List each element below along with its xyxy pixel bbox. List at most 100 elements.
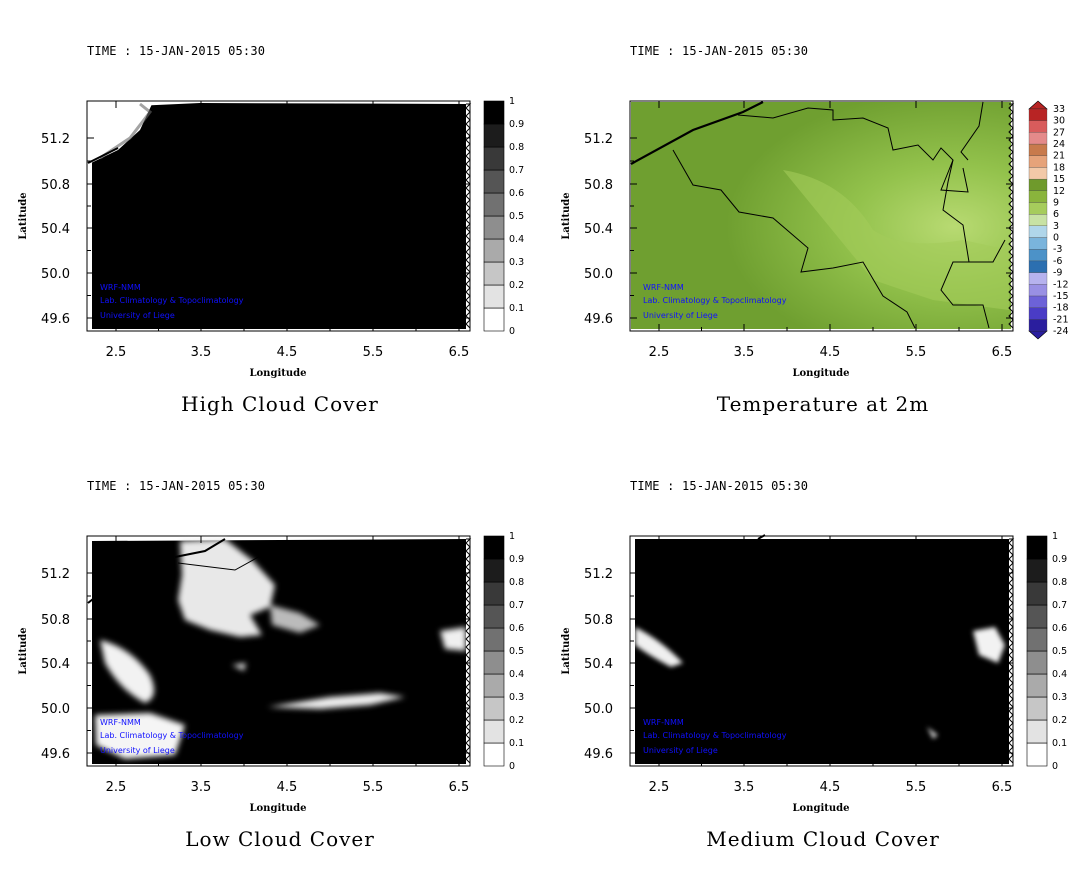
credit-line-2: Lab. Climatology & Topoclimatology bbox=[643, 296, 787, 305]
colorbar-swatch bbox=[1026, 558, 1048, 583]
colorbar-label: 0.4 bbox=[1052, 669, 1067, 680]
temperature-colorbar: -24-21-18-15-12-9-6-30369121518212427303… bbox=[1028, 100, 1069, 340]
country-border bbox=[960, 101, 984, 161]
colorbar-swatch bbox=[1026, 673, 1048, 698]
cloud-field bbox=[635, 539, 1009, 764]
clear-sky-patch bbox=[89, 104, 152, 164]
colorbar-label: 0.7 bbox=[509, 600, 524, 611]
colorbar-label: 0.1 bbox=[509, 738, 524, 749]
y-tick-label: 49.6 bbox=[584, 747, 613, 762]
colorbar-label: 18 bbox=[1053, 162, 1065, 173]
credit-line-2: Lab. Climatology & Topoclimatology bbox=[643, 731, 787, 740]
colorbar-swatch bbox=[1028, 178, 1048, 191]
time-label: TIME : 15-JAN-2015 05:30 bbox=[630, 479, 809, 493]
colorbar-swatch bbox=[483, 307, 505, 332]
colorbar-swatch bbox=[1026, 719, 1048, 744]
panel-title: Medium Cloud Cover bbox=[706, 827, 940, 851]
colorbar-swatch bbox=[1028, 225, 1048, 238]
colorbar-swatch bbox=[1026, 535, 1048, 560]
colorbar-label: 9 bbox=[1053, 197, 1059, 208]
colorbar-label: 0.5 bbox=[509, 211, 524, 222]
y-axis-label: Latitude bbox=[561, 192, 572, 239]
colorbar-label: -21 bbox=[1053, 314, 1069, 325]
panel-high-cloud-cover: TIME : 15-JAN-2015 05:30 WRF-NMM Lab. Cl… bbox=[0, 0, 540, 430]
colorbar-label: 0.7 bbox=[509, 165, 524, 176]
colorbar-swatch bbox=[1026, 696, 1048, 721]
map-high-cloud: WRF-NMM Lab. Climatology & Topoclimatolo… bbox=[18, 96, 524, 379]
panel-title: Temperature at 2m bbox=[716, 392, 930, 416]
y-tick-label: 50.0 bbox=[584, 702, 613, 717]
colorbar-label: 1 bbox=[1052, 531, 1058, 542]
x-tick-label: 2.5 bbox=[649, 780, 670, 795]
colorbar-label: 24 bbox=[1053, 139, 1065, 150]
colorbar-swatch bbox=[1028, 132, 1048, 145]
colorbar-swatch bbox=[483, 192, 505, 217]
colorbar-label: 21 bbox=[1053, 151, 1065, 162]
y-tick-label: 50.4 bbox=[41, 657, 70, 672]
colorbar-swatch bbox=[483, 558, 505, 583]
colorbar-label: 0.6 bbox=[509, 188, 524, 199]
y-tick-label: 51.2 bbox=[41, 567, 70, 582]
x-tick-label: 2.5 bbox=[106, 345, 127, 360]
colorbar-label: 3 bbox=[1053, 221, 1059, 232]
y-tick-label: 49.6 bbox=[584, 312, 613, 327]
colorbar-swatch bbox=[483, 284, 505, 309]
y-axis-label: Latitude bbox=[561, 627, 572, 674]
x-tick-label: 2.5 bbox=[649, 345, 670, 360]
colorbar-label: 0.8 bbox=[509, 577, 524, 588]
colorbar-swatch bbox=[483, 146, 505, 171]
x-tick-label: 4.5 bbox=[277, 345, 298, 360]
axis-ticks: 2.5 3.5 4.5 5.5 6.5 51.2 50.8 50.4 50.0 49.6 bbox=[584, 101, 1015, 360]
colorbar-swatch bbox=[1028, 108, 1048, 121]
colorbar-label: 0.9 bbox=[509, 554, 524, 565]
panel-low-cloud-cover: TIME : 15-JAN-2015 05:30 WRF-NMM Lab. Cl… bbox=[0, 435, 540, 865]
colorbar-label: 0.4 bbox=[509, 234, 524, 245]
border-coast bbox=[630, 101, 764, 165]
y-tick-label: 50.4 bbox=[584, 222, 613, 237]
x-tick-label: 5.5 bbox=[363, 345, 384, 360]
colorbar-label: 0.2 bbox=[1052, 715, 1067, 726]
y-tick-label: 50.8 bbox=[584, 178, 613, 193]
colorbar-swatch bbox=[483, 604, 505, 629]
credit-line-2: Lab. Climatology & Topoclimatology bbox=[100, 731, 244, 740]
colorbar-label: 0.1 bbox=[1052, 738, 1067, 749]
colorbar-label: -9 bbox=[1053, 268, 1062, 279]
colorbar-label: 0.6 bbox=[1052, 623, 1067, 634]
colorbar-swatch bbox=[1028, 167, 1048, 180]
colorbar-swatch bbox=[1028, 190, 1048, 203]
country-border bbox=[940, 159, 969, 193]
colorbar-swatch bbox=[1028, 214, 1048, 226]
colorbar-swatch bbox=[1028, 272, 1048, 285]
x-tick-label: 2.5 bbox=[106, 780, 127, 795]
x-tick-label: 3.5 bbox=[191, 345, 212, 360]
colorbar-label: 12 bbox=[1053, 186, 1065, 197]
colorbar: 0 0.1 0.2 0.3 0.4 0.5 0.6 0.7 0.8 0.9 1 bbox=[483, 531, 524, 772]
x-tick-label: 6.5 bbox=[449, 345, 470, 360]
colorbar-swatch bbox=[483, 719, 505, 744]
colorbar-bottom-arrow bbox=[1028, 330, 1048, 340]
y-tick-label: 49.6 bbox=[41, 747, 70, 762]
colorbar-label: -3 bbox=[1053, 244, 1062, 255]
panel-medium-cloud-cover: TIME : 15-JAN-2015 05:30 WRF-NMM Lab. Cl… bbox=[543, 435, 1083, 865]
colorbar-swatch bbox=[1028, 319, 1048, 332]
colorbar: 0 0.1 0.2 0.3 0.4 0.5 0.6 0.7 0.8 0.9 1 bbox=[483, 96, 524, 337]
colorbar-label: 0.5 bbox=[1052, 646, 1067, 657]
colorbar-top-arrow bbox=[1028, 100, 1048, 110]
colorbar-label: 0.8 bbox=[1052, 577, 1067, 588]
panel-title: High Cloud Cover bbox=[181, 392, 379, 416]
y-axis-label: Latitude bbox=[18, 627, 29, 674]
credit-line-3: University of Liege bbox=[100, 746, 175, 755]
x-tick-label: 4.5 bbox=[277, 780, 298, 795]
country-border bbox=[672, 149, 916, 329]
axis-ticks: 2.5 3.5 4.5 5.5 6.5 51.2 50.8 50.4 50.0 49.6 bbox=[584, 536, 1015, 795]
x-tick-label: 5.5 bbox=[906, 780, 927, 795]
y-tick-label: 50.8 bbox=[41, 178, 70, 193]
colorbar-label: 0.2 bbox=[509, 280, 524, 291]
credit-line-3: University of Liege bbox=[100, 311, 175, 320]
map-edge bbox=[1008, 538, 1015, 764]
x-tick-label: 3.5 bbox=[191, 780, 212, 795]
map-temperature: WRF-NMM Lab. Climatology & Topoclimatolo… bbox=[561, 100, 1069, 379]
colorbar-label: 0.9 bbox=[509, 119, 524, 130]
x-axis-label: Longitude bbox=[249, 368, 306, 379]
colorbar-label: 0.2 bbox=[509, 715, 524, 726]
